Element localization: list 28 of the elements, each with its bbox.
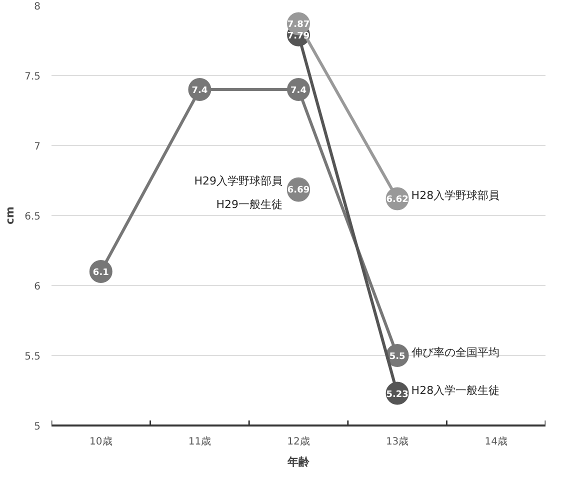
data-label: 7.4 (192, 86, 208, 96)
data-label: 7.87 (287, 20, 310, 30)
series-label: H29一般生徒 (216, 198, 283, 211)
x-tick-label: 14歳 (484, 436, 508, 448)
data-label: 6.69 (287, 185, 310, 196)
x-tick-label: 10歳 (90, 436, 112, 448)
series-label: H28入学野球部員 (411, 189, 500, 202)
x-tick-label: 11歳 (188, 436, 212, 448)
series-label: H29入学野球部員 (194, 174, 283, 188)
x-axis-title: 年齢 (286, 456, 310, 468)
x-tick-label: 12歳 (287, 436, 310, 448)
y-axis-title: cm (4, 206, 17, 224)
data-label: 6.1 (92, 268, 109, 278)
y-tick-label: 5 (34, 422, 41, 432)
y-tick-label: 5.5 (24, 352, 41, 362)
y-tick-label: 7 (34, 142, 41, 152)
data-label: 5.5 (389, 352, 406, 362)
data-label: 5.23 (386, 390, 408, 400)
data-label: 7.79 (287, 31, 310, 42)
data-label: 6.62 (386, 195, 408, 206)
x-tick-label: 13歳 (386, 436, 409, 448)
y-tick-label: 7.5 (24, 72, 41, 82)
y-tick-label: 6 (34, 282, 41, 292)
series-label: H28入学一般生徒 (411, 384, 500, 397)
data-label: 7.4 (290, 86, 306, 96)
y-tick-label: 6.5 (24, 212, 41, 222)
y-tick-label: 8 (34, 2, 41, 12)
series-label: 伸び率の全国平均 (411, 346, 500, 359)
